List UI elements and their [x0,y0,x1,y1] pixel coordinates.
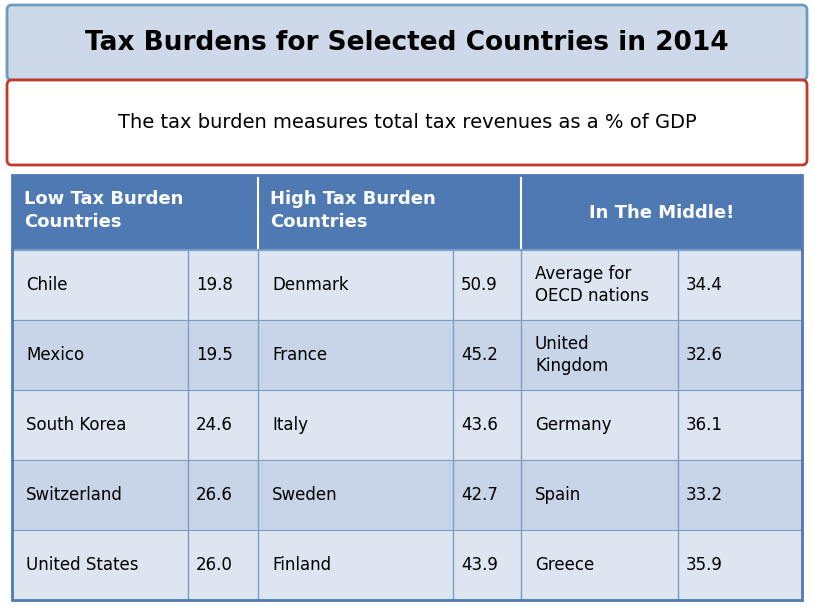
Text: 43.9: 43.9 [461,556,498,574]
Text: 32.6: 32.6 [686,346,723,364]
Bar [12,390,802,460]
Bar [12,530,802,600]
Bar [12,175,802,250]
Text: France: France [272,346,327,364]
Text: Italy: Italy [272,416,308,434]
Text: 42.7: 42.7 [461,486,498,504]
Bar [12,175,802,600]
Text: Finland: Finland [272,556,331,574]
Text: 24.6: 24.6 [196,416,233,434]
Text: Tax Burdens for Selected Countries in 2014: Tax Burdens for Selected Countries in 20… [85,29,729,56]
Text: Denmark: Denmark [272,276,348,294]
Text: 45.2: 45.2 [461,346,498,364]
Text: 50.9: 50.9 [461,276,497,294]
Text: Spain: Spain [535,486,581,504]
Text: 34.4: 34.4 [686,276,723,294]
Text: Greece: Greece [535,556,594,574]
Text: United States: United States [26,556,138,574]
Text: 35.9: 35.9 [686,556,723,574]
Text: In The Middle!: In The Middle! [589,203,734,222]
Text: 43.6: 43.6 [461,416,498,434]
Text: 36.1: 36.1 [686,416,723,434]
Text: 19.8: 19.8 [196,276,233,294]
Text: High Tax Burden
Countries: High Tax Burden Countries [270,189,435,232]
Bar [12,460,802,530]
Bar [12,250,802,320]
Text: South Korea: South Korea [26,416,126,434]
Text: 19.5: 19.5 [196,346,233,364]
Bar [12,320,802,390]
Text: Germany: Germany [535,416,611,434]
Text: The tax burden measures total tax revenues as a % of GDP: The tax burden measures total tax revenu… [118,113,696,132]
FancyBboxPatch shape [7,5,807,80]
Text: Mexico: Mexico [26,346,84,364]
Text: 26.6: 26.6 [196,486,233,504]
Text: Sweden: Sweden [272,486,338,504]
Text: United
Kingdom: United Kingdom [535,335,608,375]
Text: Switzerland: Switzerland [26,486,123,504]
Text: Low Tax Burden
Countries: Low Tax Burden Countries [24,189,183,232]
Text: Average for
OECD nations: Average for OECD nations [535,265,649,305]
Text: Chile: Chile [26,276,68,294]
Text: 26.0: 26.0 [196,556,233,574]
FancyBboxPatch shape [7,80,807,165]
Text: 33.2: 33.2 [686,486,723,504]
